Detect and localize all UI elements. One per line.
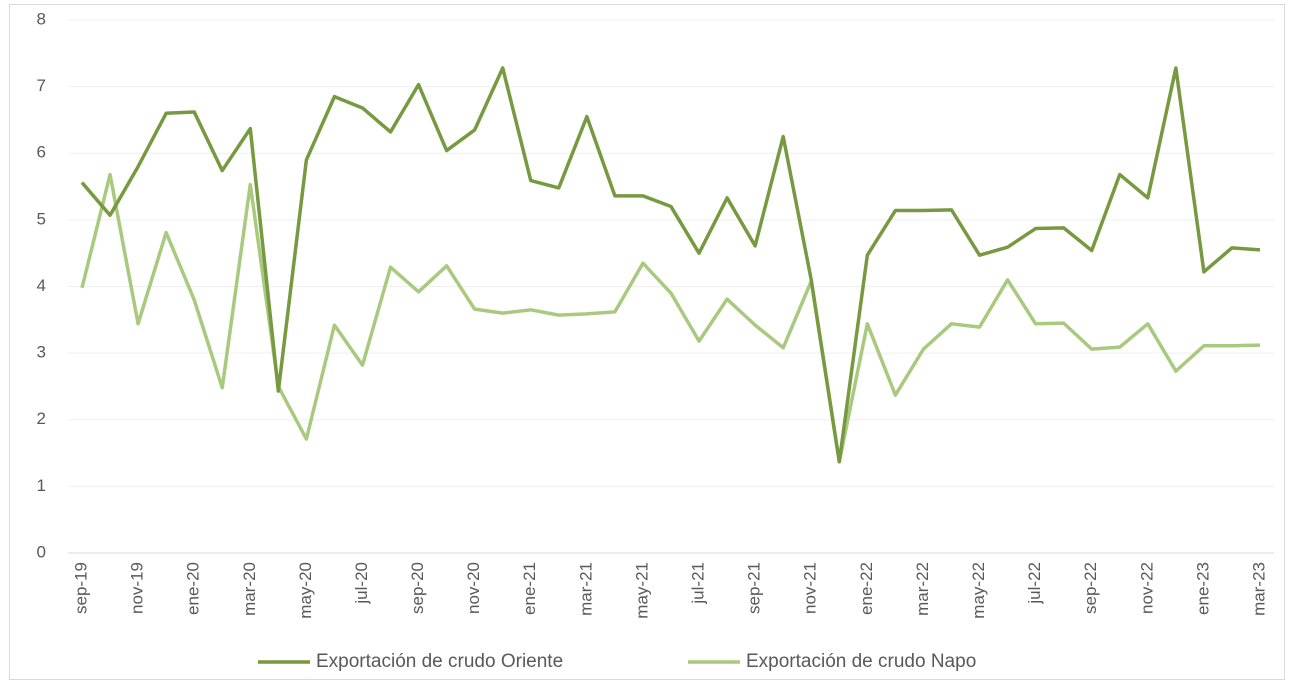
x-tick-label: mar-20 [240, 562, 259, 616]
x-tick-label: nov-22 [1137, 562, 1156, 614]
y-tick-label: 0 [37, 542, 46, 561]
legend-label: Exportación de crudo Napo [746, 651, 976, 672]
x-tick-label: nov-19 [128, 562, 147, 614]
x-tick-label: ene-20 [184, 562, 203, 615]
x-tick-label: sep-19 [71, 562, 90, 614]
x-tick-label: nov-20 [464, 562, 483, 614]
x-tick-label: nov-21 [801, 562, 820, 614]
x-tick-label: may-21 [632, 562, 651, 619]
y-tick-label: 5 [37, 209, 46, 228]
series-line [80, 66, 1261, 464]
y-tick-label: 4 [37, 276, 46, 295]
x-tick-label: may-20 [296, 562, 315, 619]
x-tick-label: ene-21 [520, 562, 539, 615]
chart-border [9, 4, 1285, 680]
y-tick-label: 1 [37, 476, 46, 495]
y-tick-label: 3 [37, 343, 46, 362]
x-tick-label: mar-22 [913, 562, 932, 616]
y-tick-label: 8 [37, 9, 46, 28]
x-tick-label: mar-23 [1249, 562, 1268, 616]
x-tick-label: jul-22 [1025, 562, 1044, 605]
x-tick-label: sep-22 [1081, 562, 1100, 614]
x-tick-label: may-22 [969, 562, 988, 619]
y-tick-label: 2 [37, 409, 46, 428]
y-tick-label: 7 [37, 76, 46, 95]
x-tick-label: jul-20 [352, 562, 371, 605]
x-tick-label: sep-20 [408, 562, 427, 614]
legend-label: Exportación de crudo Oriente [316, 651, 563, 672]
x-tick-label: ene-23 [1193, 562, 1212, 615]
x-tick-label: ene-22 [857, 562, 876, 615]
y-tick-label: 6 [37, 143, 46, 162]
x-tick-label: jul-21 [689, 562, 708, 605]
x-tick-label: sep-21 [745, 562, 764, 614]
x-tick-label: mar-21 [576, 562, 595, 616]
